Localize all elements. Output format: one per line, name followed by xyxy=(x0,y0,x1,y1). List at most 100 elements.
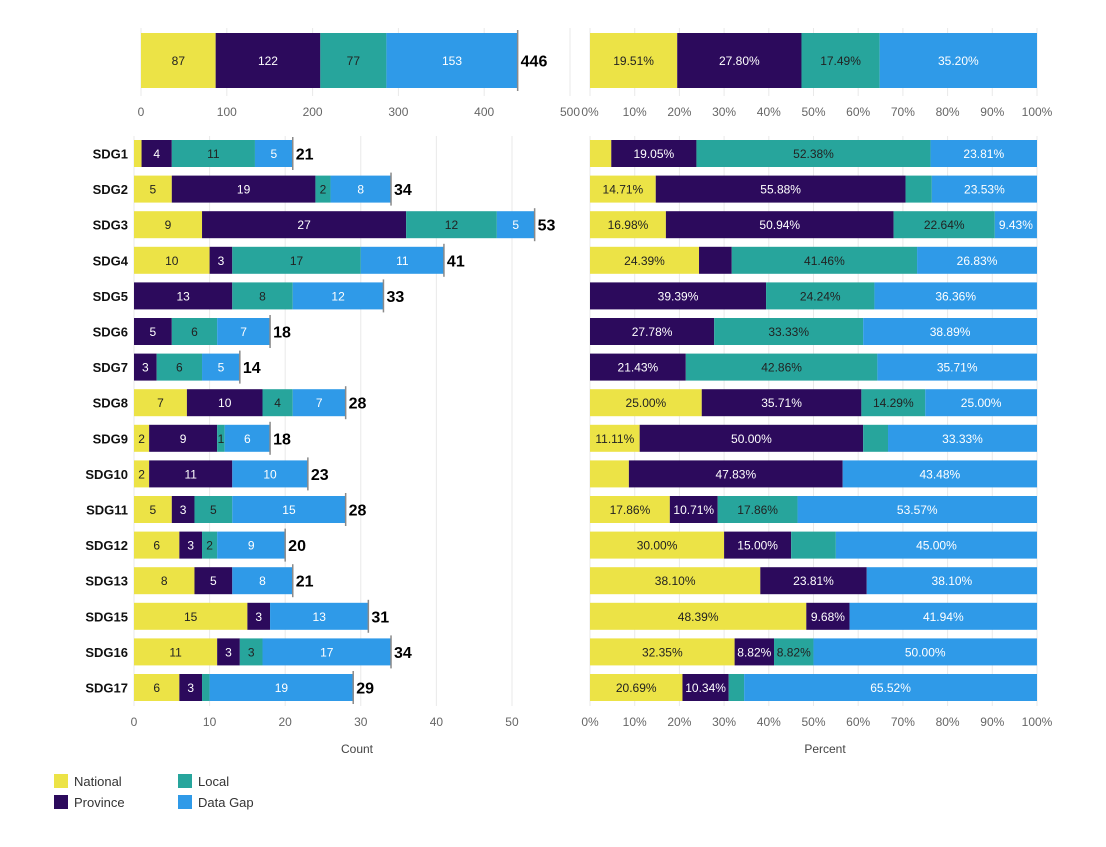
sdg_percent-bar-province xyxy=(590,353,686,381)
sdg_count-category-label: SDG6 xyxy=(93,325,128,340)
total_percent-data-label: 35.20% xyxy=(938,54,979,68)
sdg_count-bar-local xyxy=(171,140,255,167)
sdg_count-data-label: 3 xyxy=(180,503,187,517)
total_percent-tick-label: 40% xyxy=(757,105,781,119)
total_percent-chart: 0% 10% 20% 30% 40% 50% 60% 70% 80% 90% 100% 19.51% 2… xyxy=(581,28,1053,119)
sdg_count-data-label: 3 xyxy=(142,361,149,375)
sdg_count-total-label: 29 xyxy=(356,681,374,698)
sdg_count-bar-province xyxy=(202,211,407,239)
sdg_count-total-label: 34 xyxy=(394,645,412,662)
sdg_percent-tick-label: 50% xyxy=(801,715,825,729)
sdg_percent-bar-province xyxy=(590,318,715,345)
sdg_percent-data-label: 17.86% xyxy=(737,503,778,517)
sdg_percent-bar-local xyxy=(685,353,878,381)
sdg_percent-bar-national xyxy=(590,460,629,488)
sdg_percent-bar-datagap xyxy=(888,424,1037,452)
sdg_percent-bar-province xyxy=(682,674,729,701)
total_count-total-label: 446 xyxy=(521,54,548,71)
legend-label-national: National xyxy=(74,774,122,789)
sdg_count-category-label: SDG5 xyxy=(93,289,128,304)
legend-label-datagap: Data Gap xyxy=(198,795,254,810)
sdg_count-data-label: 8 xyxy=(259,574,266,588)
legend-item-datagap: Data Gap xyxy=(178,795,254,811)
sdg_count-tick-label: 30 xyxy=(354,715,368,729)
sdg_percent-data-label: 53.57% xyxy=(897,503,938,517)
sdg_count-bar-province xyxy=(134,282,233,310)
sdg_count-total-label: 21 xyxy=(296,147,314,164)
sdg_count-bar-national xyxy=(134,674,180,701)
sdg_percent-bar-national xyxy=(590,496,670,523)
total_count-tick-label: 300 xyxy=(388,105,408,119)
total_count-bar-datagap xyxy=(386,33,518,88)
sdg_percent-tick-label: 60% xyxy=(846,715,870,729)
sdg_count-total-label: 41 xyxy=(447,253,465,270)
sdg_count-bar-province xyxy=(247,602,271,630)
sdg_count-bar-datagap xyxy=(292,282,384,310)
sdg_count-bar-datagap xyxy=(254,140,293,167)
sdg_count-bar-datagap xyxy=(209,674,354,701)
sdg_count-data-label: 6 xyxy=(153,539,160,553)
sdg_count-data-label: 13 xyxy=(176,289,190,303)
sdg_percent-bar-datagap xyxy=(744,674,1037,701)
total_percent-tick-label: 0% xyxy=(581,105,599,119)
sdg_percent-bar-national xyxy=(590,674,683,701)
sdg_count-bar-national xyxy=(134,424,150,452)
sdg_percent-bar-national xyxy=(590,424,640,452)
sdg_count-bar-province xyxy=(134,353,157,381)
sdg_count-bar-province xyxy=(179,531,203,559)
sdg_count-data-label: 12 xyxy=(445,218,459,232)
sdg_count-category-label: SDG9 xyxy=(93,431,128,446)
sdg_count-total-label: 18 xyxy=(273,431,291,448)
sdg_percent-data-label: 36.36% xyxy=(935,289,976,303)
sdg_percent-bar-province xyxy=(806,602,850,630)
sdg_percent-data-label: 50.94% xyxy=(759,218,800,232)
total_count-tick-label: 0 xyxy=(138,105,145,119)
sdg_percent-data-label: 33.33% xyxy=(768,325,809,339)
total_count-data-label: 77 xyxy=(347,54,361,68)
sdg_count-bar-local xyxy=(171,318,218,345)
sdg_count-category-label: SDG15 xyxy=(85,609,128,624)
sdg_count-bar-province xyxy=(141,140,172,167)
sdg_count-category-label: SDG13 xyxy=(85,574,128,589)
sdg_count-data-label: 10 xyxy=(263,467,277,481)
sdg_percent-data-label: 35.71% xyxy=(761,396,802,410)
sdg_percent-data-label: 39.39% xyxy=(658,289,699,303)
sdg_count-data-label: 5 xyxy=(218,361,225,375)
sdg_percent-data-label: 50.00% xyxy=(731,432,772,446)
sdg_count-bar-national xyxy=(134,602,248,630)
total_count-tick-label: 200 xyxy=(303,105,323,119)
sdg_count-bar-local xyxy=(232,282,293,310)
total_percent-bar-national xyxy=(590,33,678,88)
sdg_percent-bar-local xyxy=(774,638,814,666)
sdg_count-bar-province xyxy=(134,318,172,345)
sdg_percent-data-label: 9.68% xyxy=(811,610,845,624)
sdg_count-total-label: 18 xyxy=(273,325,291,342)
sdg_percent-data-label: 8.82% xyxy=(737,645,771,659)
sdg_count-bar-national xyxy=(134,496,172,523)
sdg_count-bar-local xyxy=(194,496,233,523)
sdg_percent-data-label: 43.48% xyxy=(920,467,961,481)
total_percent-bar-local xyxy=(801,33,880,88)
sdg_count-x-axis-label: Count xyxy=(341,742,374,756)
sdg_count-data-label: 11 xyxy=(184,467,197,481)
sdg_percent-tick-label: 20% xyxy=(667,715,691,729)
total_count-data-label: 153 xyxy=(442,54,462,68)
sdg_percent-bar-local xyxy=(905,175,932,203)
sdg_percent-data-label: 47.83% xyxy=(715,467,756,481)
sdg_percent-tick-label: 80% xyxy=(936,715,960,729)
sdg_percent-bar-province xyxy=(701,389,862,417)
sdg_count-bar-datagap xyxy=(330,175,392,203)
sdg_count-bar-national xyxy=(134,246,210,274)
sdg_percent-bar-province xyxy=(665,211,894,239)
sdg_count-category-label: SDG3 xyxy=(93,218,128,233)
sdg_percent-data-label: 38.10% xyxy=(932,574,973,588)
sdg_count-data-label: 12 xyxy=(331,289,345,303)
sdg_count-data-label: 5 xyxy=(150,183,157,197)
sdg_percent-bar-national xyxy=(590,638,735,666)
sdg_count-tick-label: 0 xyxy=(131,715,138,729)
sdg_count-data-label: 5 xyxy=(210,574,217,588)
sdg_count-total-label: 33 xyxy=(386,289,404,306)
total_count-chart: 0 100 200 300 400 500 87 122 77 153 446 xyxy=(138,28,580,119)
sdg_count-category-label: SDG8 xyxy=(93,396,128,411)
